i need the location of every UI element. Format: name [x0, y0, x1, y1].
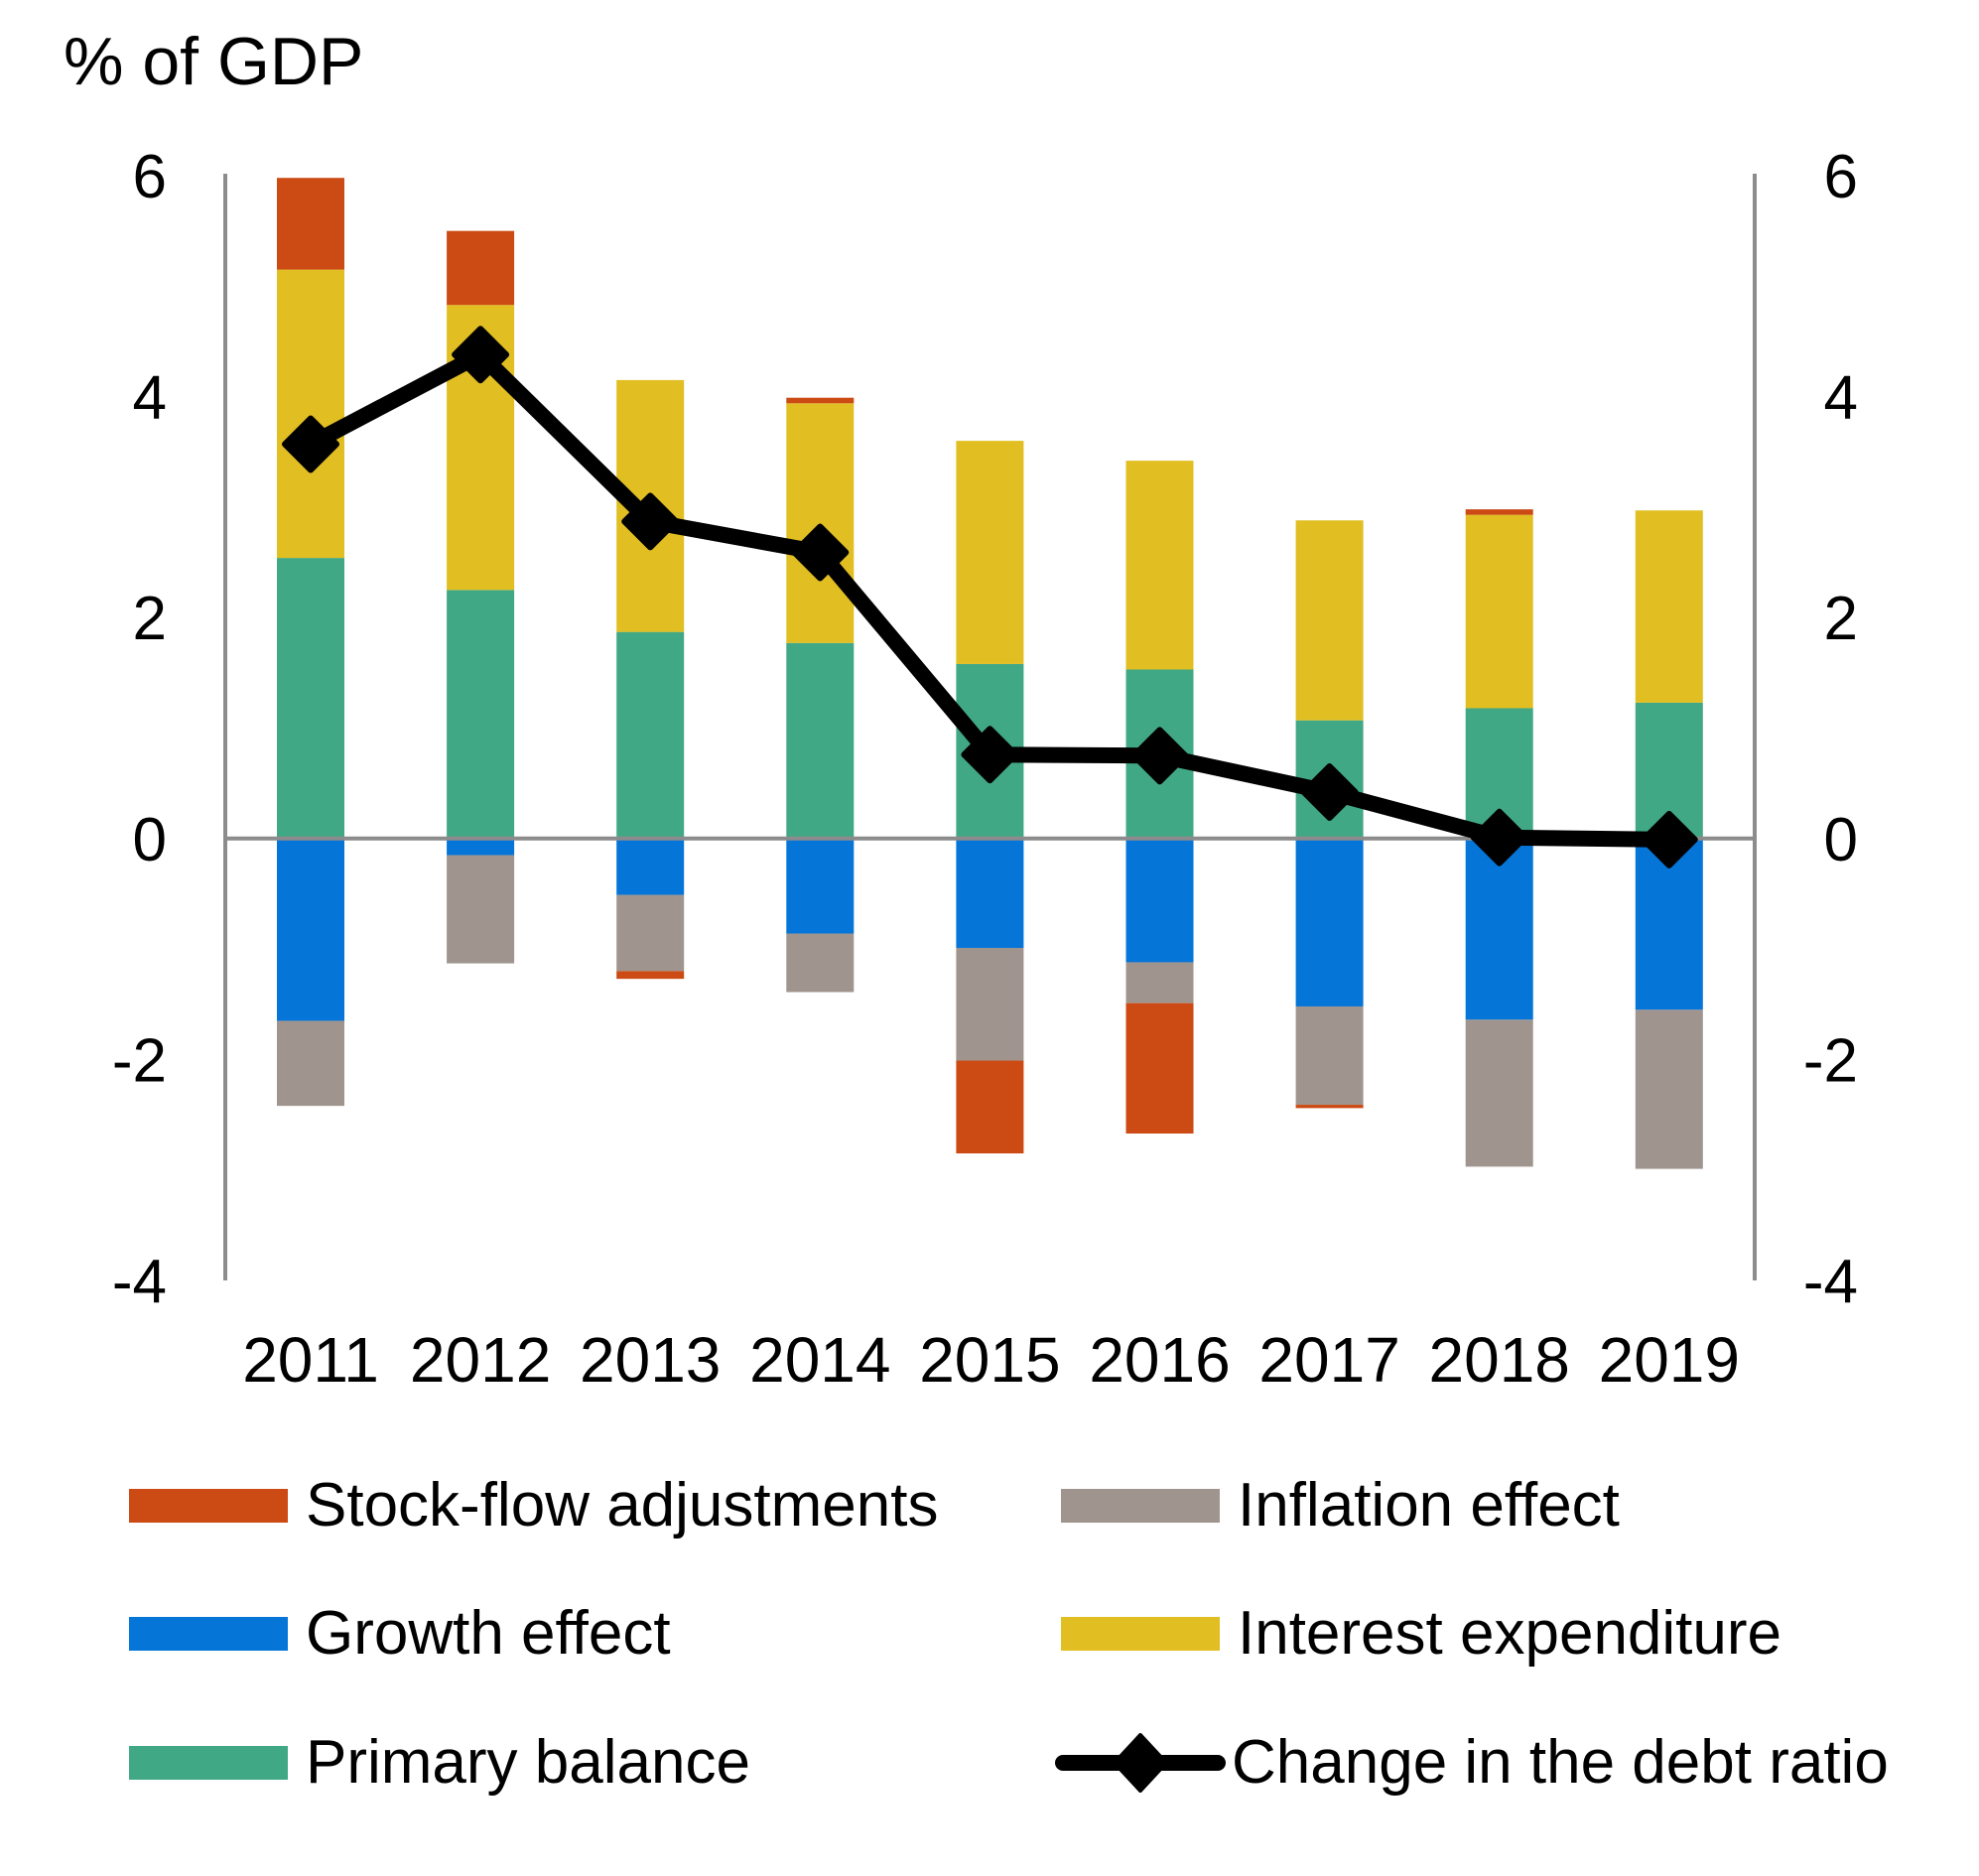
- legend-label-stock-flow: Stock-flow adjustments: [306, 1471, 939, 1540]
- right-y-tick-label: -2: [1803, 1026, 1858, 1095]
- bar-interest-expenditure-2014: [786, 403, 855, 643]
- bar-stock-flow-adjustments-2013: [616, 971, 685, 980]
- debt-ratio-marker-2017: [1300, 763, 1359, 822]
- left-y-tick-label: -4: [112, 1248, 167, 1316]
- debt-ratio-marker-2013: [621, 492, 680, 551]
- bar-interest-expenditure-2019: [1635, 510, 1703, 703]
- bar-stock-flow-adjustments-2016: [1125, 1003, 1194, 1134]
- bar-growth-effect-2016: [1125, 838, 1194, 963]
- legend-swatch-primary-balance: [129, 1746, 288, 1780]
- bar-interest-expenditure-2016: [1125, 461, 1194, 670]
- legend-label-inflation: Inflation effect: [1238, 1471, 1620, 1540]
- bar-growth-effect-2018: [1465, 838, 1533, 1020]
- x-tick-label: 2018: [1429, 1324, 1570, 1396]
- legend-swatch-growth: [129, 1617, 288, 1651]
- x-tick-label: 2012: [410, 1324, 551, 1396]
- legend-swatch-stock-flow: [129, 1489, 288, 1523]
- bar-interest-expenditure-2017: [1295, 520, 1364, 721]
- bar-stock-flow-adjustments-2011: [277, 178, 344, 270]
- bar-stock-flow-adjustments-2014: [786, 397, 855, 404]
- legend-item-primary-balance[interactable]: Primary balance: [129, 1728, 750, 1797]
- legend-label-primary-balance: Primary balance: [306, 1728, 750, 1797]
- bar-primary-balance-2014: [786, 642, 855, 839]
- debt-ratio-marker-2014: [791, 523, 850, 582]
- debt-ratio-marker-2019: [1640, 810, 1698, 869]
- x-tick-label: 2019: [1599, 1324, 1740, 1396]
- bar-inflation-effect-2011: [277, 1020, 344, 1107]
- x-tick-label: 2011: [242, 1324, 379, 1396]
- legend-item-stock-flow[interactable]: Stock-flow adjustments: [129, 1471, 939, 1540]
- x-tick-label: 2013: [580, 1324, 721, 1396]
- labels-layer: 6 6 4 4 2 2 0 0 -2 -2 -4 -4 2011 2012 2013 2014 2015 2016…: [112, 143, 1858, 1396]
- bar-inflation-effect-2013: [616, 894, 685, 972]
- x-tick-label: 2014: [749, 1324, 890, 1396]
- bar-inflation-effect-2015: [956, 947, 1024, 1061]
- bar-stock-flow-adjustments-2015: [956, 1060, 1024, 1154]
- legend-label-interest: Interest expenditure: [1238, 1599, 1782, 1668]
- bar-growth-effect-2015: [956, 838, 1024, 948]
- legend-item-interest[interactable]: Interest expenditure: [1061, 1599, 1782, 1668]
- bar-growth-effect-2017: [1295, 838, 1364, 1006]
- bar-primary-balance-2013: [616, 631, 685, 839]
- bar-inflation-effect-2018: [1465, 1019, 1533, 1167]
- debt-ratio-marker-2011: [282, 415, 339, 473]
- bar-inflation-effect-2017: [1295, 1005, 1364, 1106]
- bar-stock-flow-adjustments-2012: [447, 230, 515, 306]
- y-axis-unit-label: % of GDP: [64, 24, 364, 99]
- bar-interest-expenditure-2018: [1465, 514, 1533, 709]
- right-y-tick-label: 4: [1824, 364, 1858, 433]
- debt-ratio-marker-2016: [1130, 727, 1189, 785]
- bar-inflation-effect-2014: [786, 933, 855, 993]
- legend-label-growth: Growth effect: [306, 1599, 671, 1668]
- bar-growth-effect-2012: [447, 838, 515, 856]
- right-y-tick-label: 0: [1824, 806, 1858, 874]
- bar-growth-effect-2011: [277, 838, 344, 1021]
- left-y-tick-label: 4: [133, 364, 167, 433]
- legend-item-inflation[interactable]: Inflation effect: [1061, 1471, 1620, 1540]
- right-y-tick-label: 2: [1824, 585, 1858, 653]
- left-y-tick-label: 2: [133, 585, 167, 653]
- x-tick-label: 2015: [919, 1324, 1060, 1396]
- debt-ratio-line-layer: [282, 326, 1698, 869]
- bars-layer: [277, 178, 1703, 1169]
- debt-ratio-marker-2015: [961, 726, 1019, 784]
- right-y-tick-label: 6: [1824, 143, 1858, 211]
- left-y-tick-label: 0: [133, 806, 167, 874]
- legend-swatch-inflation: [1061, 1489, 1220, 1523]
- bar-interest-expenditure-2015: [956, 441, 1024, 664]
- bar-inflation-effect-2019: [1635, 1009, 1703, 1169]
- left-y-tick-label: 6: [133, 143, 167, 211]
- bar-growth-effect-2013: [616, 838, 685, 895]
- right-y-tick-label: -4: [1803, 1248, 1858, 1316]
- bar-inflation-effect-2012: [447, 855, 515, 964]
- legend-label-debt-ratio: Change in the debt ratio: [1232, 1728, 1889, 1797]
- legend-swatch-interest: [1061, 1617, 1220, 1651]
- bar-stock-flow-adjustments-2017: [1295, 1105, 1364, 1109]
- legend-line-marker-icon: [1055, 1733, 1226, 1793]
- legend-item-growth[interactable]: Growth effect: [129, 1599, 671, 1668]
- bar-interest-expenditure-2011: [277, 269, 344, 559]
- bar-inflation-effect-2016: [1125, 962, 1194, 1004]
- bar-primary-balance-2012: [447, 590, 515, 839]
- debt-ratio-marker-2012: [452, 326, 510, 384]
- debt-ratio-marker-2018: [1470, 808, 1528, 867]
- bar-primary-balance-2011: [277, 558, 344, 839]
- bar-stock-flow-adjustments-2018: [1465, 509, 1533, 515]
- legend-item-debt-ratio[interactable]: Change in the debt ratio: [1055, 1728, 1889, 1797]
- x-tick-label: 2016: [1089, 1324, 1230, 1396]
- bar-growth-effect-2014: [786, 838, 855, 934]
- left-y-tick-label: -2: [112, 1026, 167, 1095]
- x-tick-label: 2017: [1258, 1324, 1399, 1396]
